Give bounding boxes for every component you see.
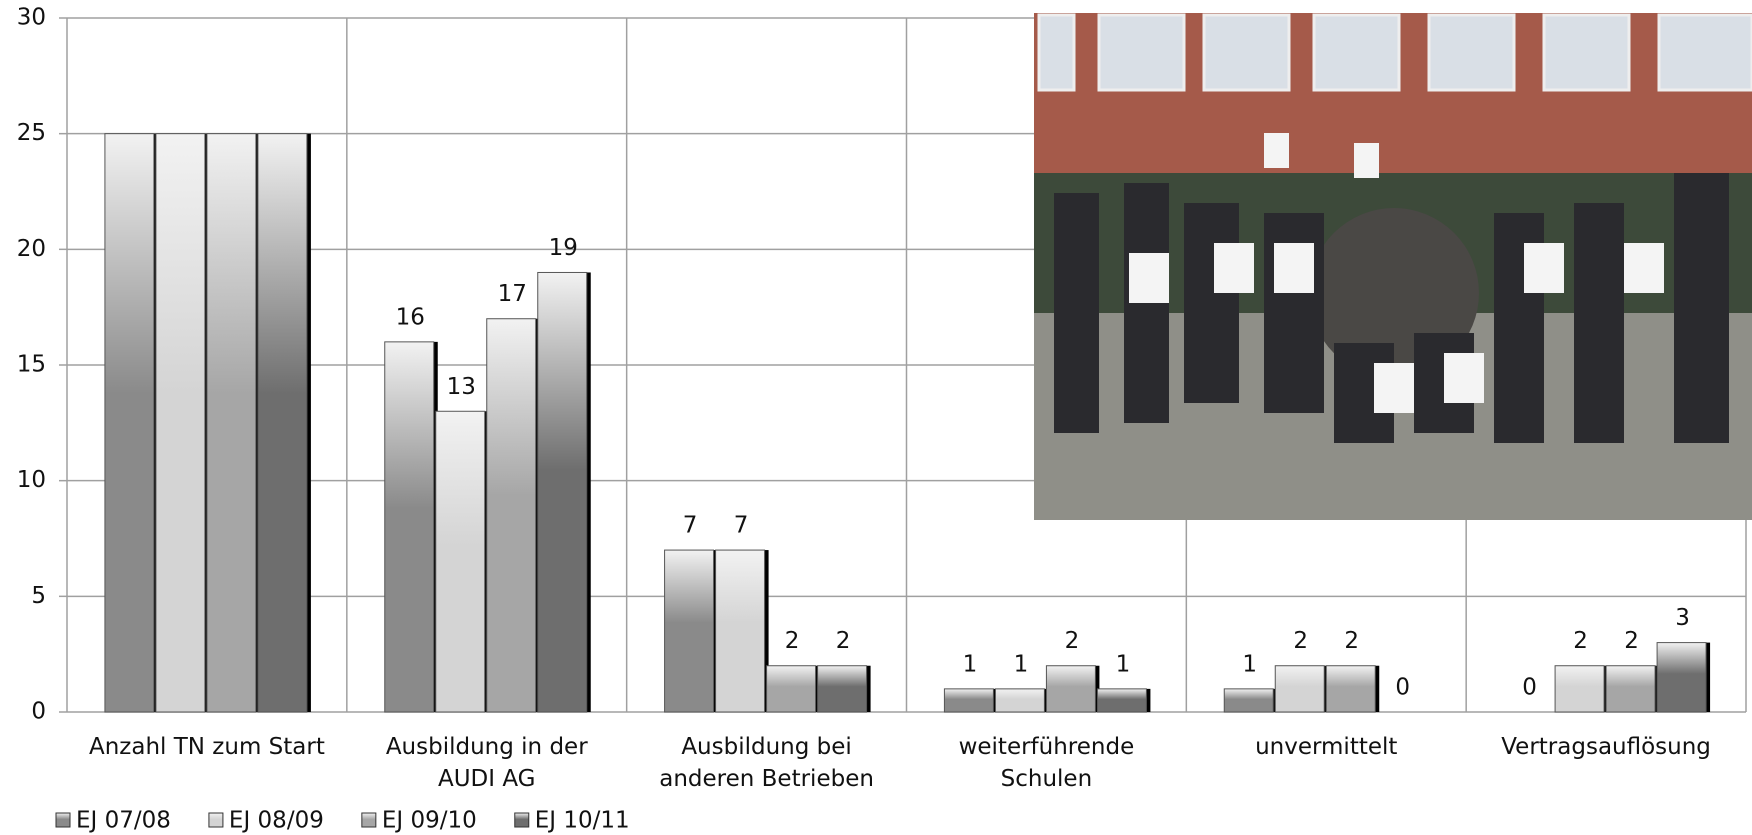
x-tick-label: Anzahl TN zum Start — [87, 731, 327, 763]
bar — [818, 666, 867, 712]
data-label: 1 — [963, 651, 978, 677]
y-tick-label: 20 — [17, 236, 46, 262]
data-label: 2 — [836, 628, 851, 654]
bar — [767, 666, 816, 712]
data-label: 1 — [1242, 651, 1257, 677]
bar — [207, 134, 256, 712]
bar — [1657, 643, 1706, 712]
data-label: 19 — [549, 235, 578, 261]
bar — [1097, 689, 1146, 712]
data-label: 2 — [1624, 628, 1639, 654]
data-label: 1 — [1116, 651, 1131, 677]
data-label: 2 — [785, 628, 800, 654]
bar — [538, 272, 587, 712]
data-label: 3 — [1675, 605, 1690, 631]
legend-swatch — [56, 813, 70, 827]
data-label: 16 — [396, 304, 425, 330]
legend-swatch — [515, 813, 529, 827]
data-label: 2 — [1065, 628, 1080, 654]
bar — [716, 550, 765, 712]
bar — [1046, 666, 1095, 712]
legend-swatch — [362, 813, 376, 827]
bar — [1606, 666, 1655, 712]
x-tick-label: Vertragsauflösung — [1486, 731, 1726, 763]
y-tick-label: 25 — [17, 120, 46, 146]
bar — [1555, 666, 1604, 712]
x-tick-label: weiterführende Schulen — [926, 731, 1166, 795]
bar — [944, 689, 993, 712]
x-tick-label: unvermittelt — [1206, 731, 1446, 763]
y-tick-label: 5 — [31, 583, 46, 609]
bar — [1326, 666, 1375, 712]
legend-label: EJ 09/10 — [382, 808, 477, 834]
x-tick-label: Ausbildung bei anderen Betrieben — [647, 731, 887, 795]
y-tick-label: 15 — [17, 352, 46, 378]
bar — [995, 689, 1044, 712]
bar — [1224, 689, 1273, 712]
data-label: 1 — [1014, 651, 1029, 677]
bar — [156, 134, 205, 712]
y-tick-label: 30 — [17, 5, 46, 31]
legend-label: EJ 10/11 — [535, 808, 630, 834]
data-label: 7 — [683, 513, 698, 539]
data-label: 0 — [1522, 675, 1537, 701]
y-tick-label: 10 — [17, 467, 46, 493]
data-label: 2 — [1573, 628, 1588, 654]
legend-label: EJ 07/08 — [76, 808, 171, 834]
legend-label: EJ 08/09 — [229, 808, 324, 834]
data-label: 17 — [498, 281, 527, 307]
data-label: 13 — [447, 374, 476, 400]
data-label: 0 — [1395, 675, 1410, 701]
bar — [665, 550, 714, 712]
bar — [1275, 666, 1324, 712]
bar — [105, 134, 154, 712]
photo — [1034, 13, 1752, 520]
y-tick-label: 0 — [31, 699, 46, 725]
page: 051015202530161317197722112112200223EJ 0… — [0, 0, 1752, 835]
data-label: 2 — [1344, 628, 1359, 654]
bar — [436, 411, 485, 712]
data-label: 2 — [1293, 628, 1308, 654]
bar — [258, 134, 307, 712]
data-label: 7 — [734, 513, 749, 539]
bar — [487, 319, 536, 712]
x-tick-label: Ausbildung in der AUDI AG — [367, 731, 607, 795]
legend-swatch — [209, 813, 223, 827]
bar — [385, 342, 434, 712]
